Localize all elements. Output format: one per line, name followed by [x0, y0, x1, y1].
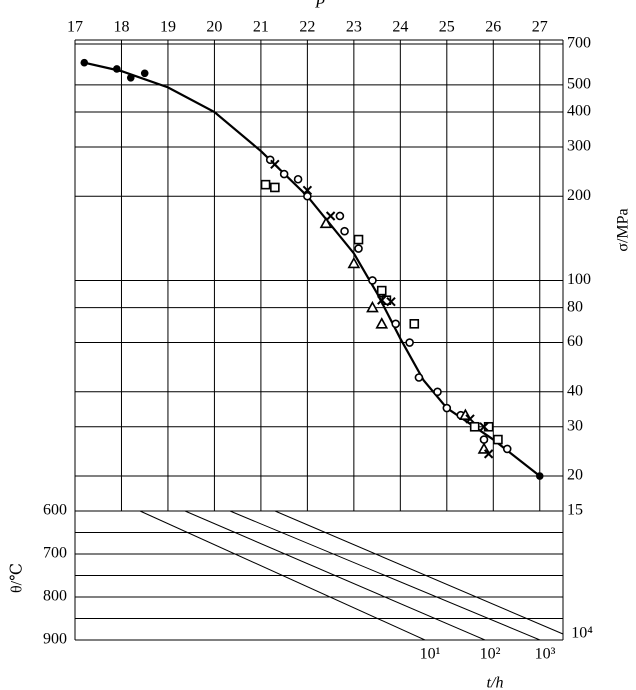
- point: [535, 472, 544, 480]
- y-tick-label: 60: [567, 333, 583, 350]
- y-tick-label: 15: [567, 502, 583, 519]
- x-tick-label: 20: [206, 19, 222, 36]
- point: [442, 403, 452, 413]
- fit-curve: [84, 61, 541, 477]
- point: [80, 58, 89, 67]
- point: [126, 74, 135, 82]
- point: [376, 285, 387, 296]
- y-tick-label: 400: [567, 103, 591, 120]
- point: [386, 296, 396, 307]
- x-tick-label: 19: [160, 19, 176, 36]
- point: [270, 159, 280, 170]
- point: [325, 211, 336, 221]
- point: [377, 295, 387, 305]
- t-axis-title: t/h: [487, 675, 504, 690]
- point: [479, 435, 489, 444]
- point: [140, 69, 149, 78]
- point: [502, 444, 512, 454]
- t-line: [274, 510, 564, 635]
- point: [340, 226, 349, 236]
- x-tick-label: 25: [439, 19, 455, 36]
- t-tick-label: 10⁴: [571, 625, 593, 642]
- point: [303, 191, 312, 201]
- theta-tick-label: 900: [43, 631, 67, 648]
- x-tick-label: 18: [113, 19, 129, 36]
- point: [414, 373, 424, 382]
- point: [270, 182, 280, 193]
- point: [353, 234, 364, 245]
- x-tick-label: 21: [253, 19, 269, 36]
- t-line: [139, 510, 426, 641]
- t-tick-label: 10²: [480, 646, 501, 663]
- point: [433, 387, 442, 397]
- x-tick-label: 24: [392, 19, 408, 36]
- x-tick-label: 22: [299, 19, 315, 36]
- x-tick-label: 17: [67, 19, 83, 36]
- x-tick-label: 27: [532, 19, 548, 36]
- x-axis-title: P: [314, 0, 325, 12]
- point: [354, 244, 363, 253]
- point: [366, 300, 379, 313]
- t-tick-label: 10¹: [420, 646, 441, 663]
- y-tick-label: 20: [567, 467, 583, 484]
- point: [465, 414, 475, 424]
- y-tick-label: 500: [567, 76, 591, 93]
- theta-tick-label: 600: [43, 502, 67, 519]
- point: [347, 256, 361, 269]
- theta-axis-title: θ/℃: [9, 563, 26, 593]
- point: [260, 179, 271, 190]
- y-axis-title: σ/MPa: [615, 208, 632, 251]
- y-tick-label: 700: [567, 35, 591, 52]
- y-tick-label: 40: [567, 382, 583, 399]
- y-tick-label: 100: [567, 271, 591, 288]
- point: [493, 434, 503, 445]
- y-tick-label: 300: [567, 138, 591, 155]
- t-line: [184, 510, 486, 641]
- point: [279, 169, 289, 179]
- x-tick-label: 26: [485, 19, 501, 36]
- point: [483, 449, 494, 459]
- point: [479, 422, 489, 432]
- x-tick-label: 23: [346, 19, 362, 36]
- point: [319, 216, 333, 229]
- point: [409, 319, 420, 329]
- point: [368, 276, 377, 285]
- y-tick-label: 200: [567, 187, 591, 204]
- point: [391, 319, 400, 329]
- point: [302, 185, 313, 196]
- t-line: [229, 510, 541, 641]
- point: [113, 65, 121, 73]
- point: [335, 211, 345, 221]
- theta-tick-label: 700: [43, 545, 67, 562]
- point: [293, 174, 303, 184]
- point: [469, 421, 480, 432]
- t-tick-label: 10³: [535, 646, 556, 663]
- y-tick-label: 80: [567, 298, 583, 315]
- y-tick-label: 30: [567, 417, 583, 434]
- point: [375, 317, 389, 329]
- point: [405, 338, 414, 347]
- theta-tick-label: 800: [43, 588, 67, 605]
